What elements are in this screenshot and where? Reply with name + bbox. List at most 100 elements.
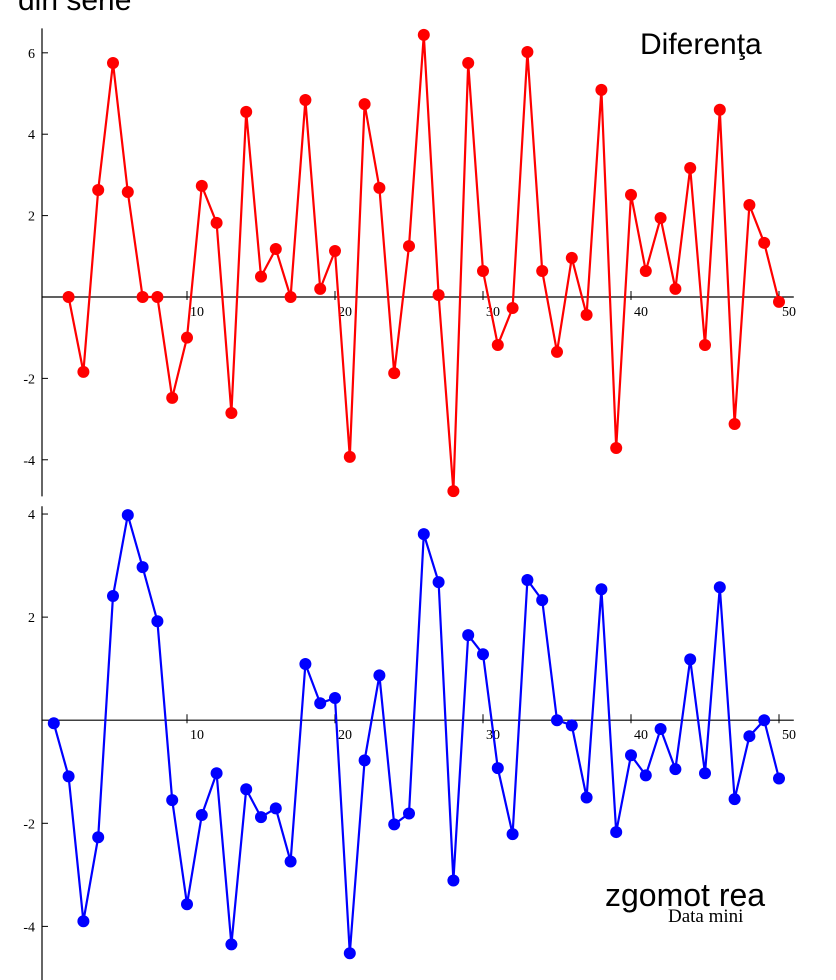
point [255, 270, 267, 283]
point [758, 236, 771, 249]
y-tick-label: 4 [28, 128, 35, 143]
point [669, 282, 682, 295]
point [166, 794, 179, 807]
point [536, 594, 549, 607]
point [595, 583, 608, 596]
slide-text: Diferenţa [640, 28, 762, 61]
point [284, 290, 297, 303]
point [758, 714, 771, 727]
point [77, 365, 90, 378]
point [181, 898, 193, 911]
point [625, 749, 637, 762]
x-tick-label: 10 [190, 728, 204, 743]
point [639, 264, 652, 277]
point [181, 331, 193, 344]
point [521, 574, 534, 587]
point [240, 105, 253, 118]
point [225, 938, 238, 951]
point [477, 648, 489, 661]
point [669, 763, 682, 776]
point [536, 264, 549, 277]
point [195, 179, 208, 192]
x-tick-label: 20 [338, 728, 352, 743]
y-tick-label: -2 [23, 372, 35, 387]
point [477, 264, 489, 277]
point [462, 629, 475, 642]
point [62, 770, 75, 783]
point [255, 811, 267, 824]
y-tick-label: 2 [28, 611, 35, 626]
point [713, 103, 726, 116]
y-tick-label: -4 [23, 454, 35, 469]
point [506, 828, 519, 841]
point [373, 669, 386, 682]
point [565, 719, 578, 732]
series-line [67, 34, 781, 492]
point [358, 754, 371, 767]
point [299, 94, 312, 107]
point [107, 56, 119, 69]
point [684, 161, 697, 174]
point [713, 581, 726, 594]
point [610, 441, 623, 454]
point [580, 791, 593, 804]
point [210, 216, 223, 229]
point [329, 692, 341, 705]
point [403, 240, 415, 253]
point [92, 183, 105, 196]
y-tick-label: 2 [28, 210, 35, 225]
point [684, 653, 697, 666]
point [210, 767, 223, 780]
series-line [52, 514, 781, 954]
point [699, 767, 711, 780]
point [462, 56, 475, 69]
point [284, 855, 297, 868]
point [107, 589, 119, 602]
point [610, 826, 623, 839]
point [595, 83, 608, 96]
point [447, 485, 460, 498]
point [743, 730, 756, 743]
y-tick-label: 4 [28, 508, 35, 523]
point [136, 561, 149, 574]
y-tick-label: -2 [23, 817, 35, 832]
slide-text: din serie [18, 0, 131, 17]
x-tick-label: 50 [782, 728, 796, 743]
point [625, 188, 637, 201]
point [728, 417, 741, 430]
point [773, 295, 785, 308]
point [92, 831, 105, 844]
point [314, 282, 327, 295]
point [580, 308, 593, 321]
point [417, 28, 430, 41]
point [166, 391, 179, 404]
point [432, 288, 445, 301]
point [77, 915, 90, 928]
point [699, 339, 711, 352]
point [491, 762, 504, 775]
point [299, 658, 312, 671]
point [62, 290, 75, 303]
point [432, 576, 445, 589]
point [121, 185, 134, 198]
point [373, 181, 386, 194]
y-tick-label: 6 [28, 47, 35, 62]
point [728, 793, 741, 806]
x-tick-label: 10 [190, 305, 204, 320]
slide-text: zgomot rea [605, 877, 765, 913]
point [269, 242, 282, 255]
point [654, 722, 667, 735]
point [358, 98, 371, 111]
point [151, 615, 164, 628]
point [773, 772, 785, 785]
x-tick-label: 40 [634, 305, 648, 320]
point [343, 947, 356, 960]
point [551, 714, 563, 727]
point [225, 406, 238, 419]
point [506, 301, 519, 314]
point [388, 818, 401, 831]
point [47, 717, 60, 730]
y-tick-label: -4 [23, 920, 35, 935]
point [329, 245, 341, 258]
